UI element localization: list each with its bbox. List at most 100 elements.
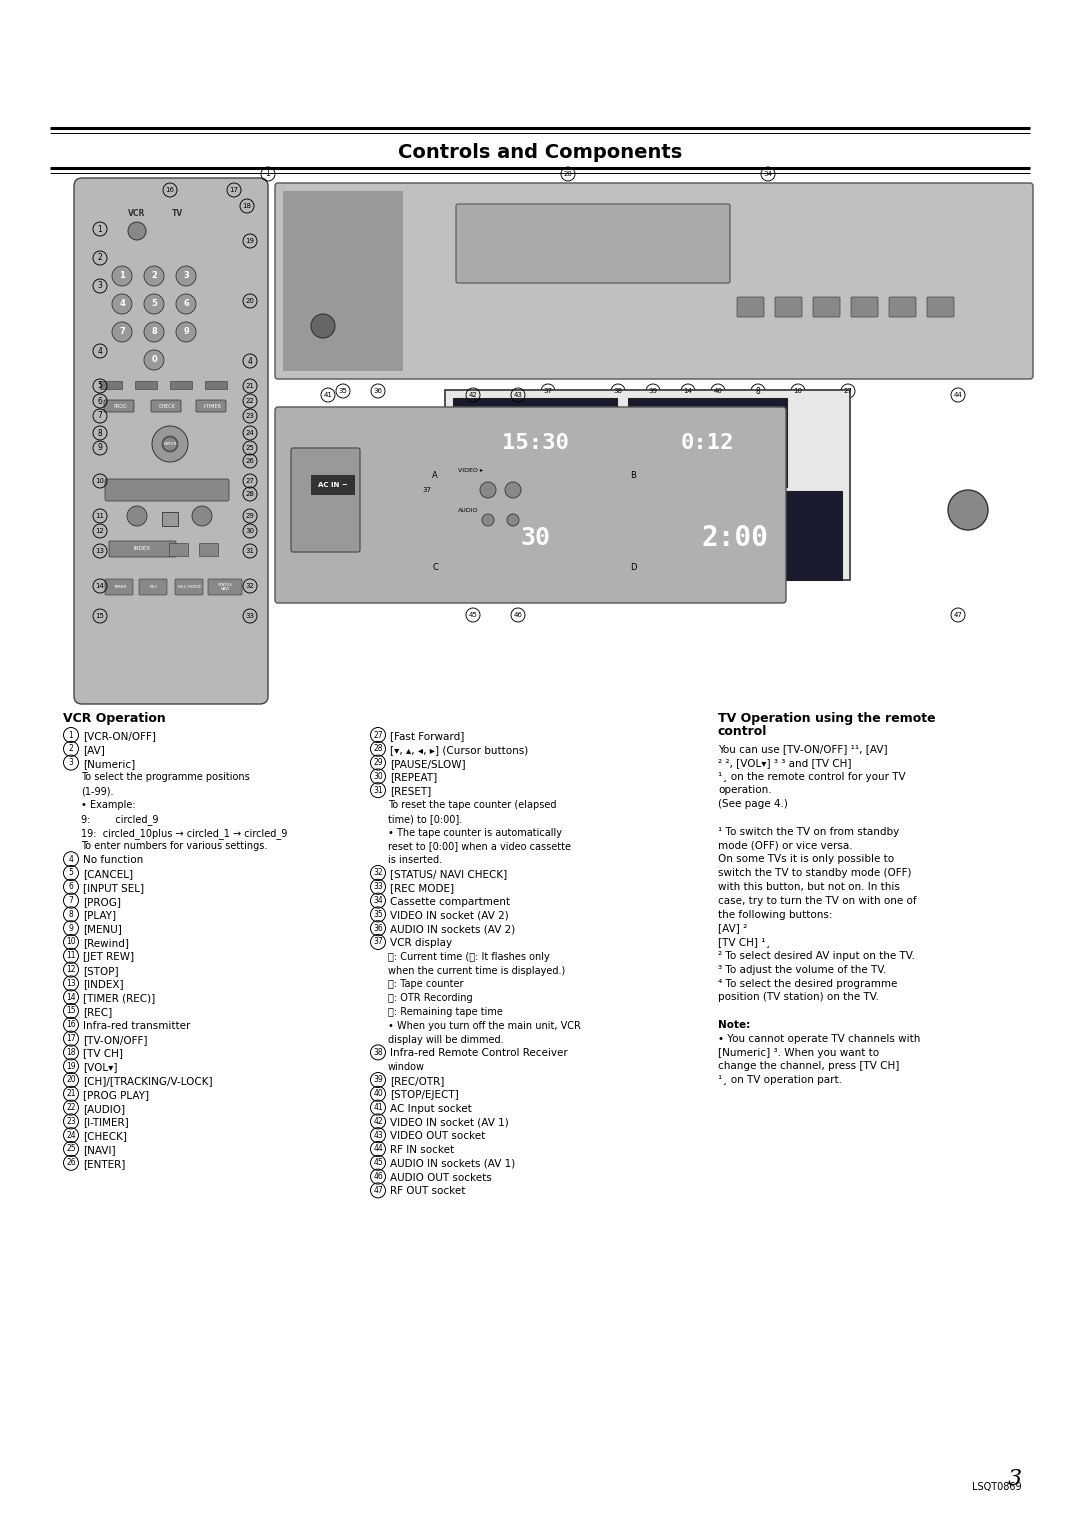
Circle shape (192, 506, 212, 526)
Text: 6: 6 (68, 882, 73, 891)
FancyBboxPatch shape (453, 397, 617, 487)
Text: [AV]: [AV] (83, 744, 105, 755)
Text: [▾, ▴, ◂, ▸] (Cursor buttons): [▾, ▴, ◂, ▸] (Cursor buttons) (390, 744, 528, 755)
Text: 4: 4 (68, 854, 73, 863)
Text: 24: 24 (66, 1131, 76, 1140)
FancyBboxPatch shape (283, 191, 403, 371)
Text: 11: 11 (95, 513, 105, 520)
FancyBboxPatch shape (291, 448, 360, 552)
FancyBboxPatch shape (453, 490, 617, 581)
Text: is inserted.: is inserted. (388, 856, 442, 865)
Text: 41: 41 (374, 1103, 382, 1112)
Text: 1: 1 (97, 225, 103, 234)
Text: 33: 33 (373, 882, 383, 891)
Text: You can use [TV-ON/OFF] ¹¹, [AV]: You can use [TV-ON/OFF] ¹¹, [AV] (718, 744, 888, 753)
Text: LSQT0869: LSQT0869 (972, 1482, 1022, 1491)
Text: 9:        circled_9: 9: circled_9 (81, 814, 159, 825)
Text: 5: 5 (151, 299, 157, 309)
Text: [RESET]: [RESET] (390, 787, 431, 796)
Text: [CH]/[TRACKING/V-LOCK]: [CH]/[TRACKING/V-LOCK] (83, 1076, 213, 1086)
Text: [TV-ON/OFF]: [TV-ON/OFF] (83, 1034, 148, 1045)
Text: 18: 18 (243, 203, 252, 209)
Text: position (TV station) on the TV.: position (TV station) on the TV. (718, 992, 879, 1002)
Text: ⁴ To select the desired programme: ⁴ To select the desired programme (718, 978, 897, 989)
Text: [TV CH] ¹¸: [TV CH] ¹¸ (718, 937, 771, 947)
Text: 16: 16 (165, 186, 175, 193)
Text: VIDEO IN socket (AV 2): VIDEO IN socket (AV 2) (390, 911, 509, 920)
Text: 19: 19 (245, 238, 255, 244)
Text: AUDIO IN sockets (AV 2): AUDIO IN sockets (AV 2) (390, 924, 515, 934)
Text: [REPEAT]: [REPEAT] (390, 772, 437, 782)
Text: switch the TV to standby mode (OFF): switch the TV to standby mode (OFF) (718, 868, 912, 879)
Text: control: control (718, 724, 768, 738)
Text: 34: 34 (764, 171, 772, 177)
FancyBboxPatch shape (105, 579, 133, 594)
Text: 22: 22 (245, 397, 255, 403)
FancyBboxPatch shape (104, 400, 134, 413)
Circle shape (152, 426, 188, 461)
Text: 46: 46 (373, 1172, 383, 1181)
Text: ¹¸ on the remote control for your TV: ¹¸ on the remote control for your TV (718, 772, 906, 782)
Circle shape (507, 513, 519, 526)
Circle shape (112, 266, 132, 286)
Text: when the current time is displayed.): when the current time is displayed.) (388, 966, 565, 975)
Text: 8: 8 (151, 327, 157, 336)
Text: 33: 33 (245, 613, 255, 619)
Circle shape (505, 481, 521, 498)
Text: 20: 20 (66, 1076, 76, 1085)
Text: [Numeric]: [Numeric] (83, 758, 135, 769)
Text: 41: 41 (324, 393, 333, 397)
Text: 14: 14 (66, 993, 76, 1002)
FancyBboxPatch shape (208, 579, 242, 594)
FancyBboxPatch shape (851, 296, 878, 316)
Text: [ENTER]: [ENTER] (83, 1158, 125, 1169)
Text: AC IN ~: AC IN ~ (319, 481, 348, 487)
Text: Note:: Note: (718, 1021, 751, 1030)
Text: [TV CH]: [TV CH] (83, 1048, 123, 1059)
Text: 15: 15 (95, 613, 105, 619)
Text: Ⓑ: Tape counter: Ⓑ: Tape counter (388, 979, 463, 990)
Text: [STATUS/ NAVI CHECK]: [STATUS/ NAVI CHECK] (390, 869, 508, 879)
Text: VCR: VCR (129, 209, 146, 219)
Text: operation.: operation. (718, 785, 771, 796)
Circle shape (948, 490, 988, 530)
Text: VIDEO IN socket (AV 1): VIDEO IN socket (AV 1) (390, 1117, 509, 1128)
Text: 3: 3 (1008, 1468, 1022, 1490)
Text: PROG: PROG (113, 403, 126, 408)
Text: 32: 32 (245, 584, 255, 588)
Text: [INDEX]: [INDEX] (83, 979, 123, 990)
Text: To select the programme positions: To select the programme positions (81, 772, 249, 782)
Text: 15:30: 15:30 (501, 432, 568, 452)
Text: VIDEO ▸: VIDEO ▸ (458, 468, 483, 472)
Circle shape (112, 293, 132, 313)
Text: 40: 40 (714, 388, 723, 394)
Text: window: window (388, 1062, 426, 1073)
Text: Ⓐ: Current time (ⓐ: It flashes only: Ⓐ: Current time (ⓐ: It flashes only (388, 952, 550, 961)
Text: 19:  circled_10plus → circled_1 → circled_9: 19: circled_10plus → circled_1 → circled… (81, 828, 287, 839)
Text: INDEX: INDEX (134, 547, 150, 552)
Text: 7: 7 (97, 411, 103, 420)
Text: 7: 7 (68, 895, 73, 905)
Text: • Example:: • Example: (81, 801, 136, 810)
Text: 26: 26 (245, 458, 255, 465)
Text: REC MODE: REC MODE (178, 585, 202, 588)
Text: 5: 5 (68, 868, 73, 877)
Text: 40: 40 (373, 1089, 383, 1099)
Text: To reset the tape counter (elapsed: To reset the tape counter (elapsed (388, 801, 556, 810)
Text: 44: 44 (954, 393, 962, 397)
Text: 22: 22 (66, 1103, 76, 1112)
Text: 42: 42 (469, 393, 477, 397)
Bar (135, 380, 157, 390)
Text: Infra-red transmitter: Infra-red transmitter (83, 1021, 190, 1031)
Text: 9: 9 (97, 443, 103, 452)
Text: B: B (630, 472, 636, 480)
Text: [MENU]: [MENU] (83, 924, 122, 934)
Text: 20: 20 (564, 171, 572, 177)
FancyBboxPatch shape (927, 296, 954, 316)
Circle shape (112, 322, 132, 342)
Text: ² To select desired AV input on the TV.: ² To select desired AV input on the TV. (718, 950, 915, 961)
Text: 2: 2 (97, 254, 103, 263)
Circle shape (144, 293, 164, 313)
Text: ³ To adjust the volume of the TV.: ³ To adjust the volume of the TV. (718, 964, 887, 975)
Text: [JET REW]: [JET REW] (83, 952, 134, 961)
